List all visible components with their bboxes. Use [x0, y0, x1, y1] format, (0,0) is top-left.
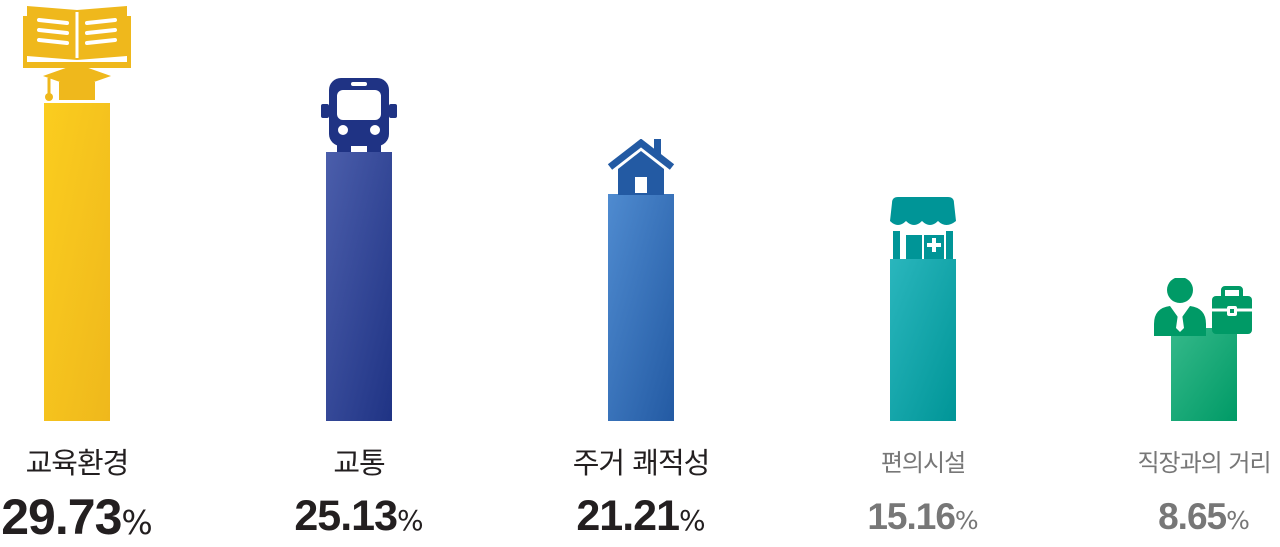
category-label-3: 주거 쾌적성 — [572, 446, 711, 480]
value-unit: % — [121, 503, 153, 542]
value-label-3: 21.21% — [531, 492, 751, 541]
value-unit: % — [397, 504, 424, 538]
bar-4 — [890, 259, 956, 421]
bus-icon — [321, 78, 397, 152]
businessman-briefcase-icon — [1154, 278, 1252, 336]
bar-3 — [608, 194, 674, 421]
category-label-2: 교통 — [333, 446, 385, 480]
value-unit: % — [1226, 505, 1250, 535]
value-label-5: 8.65% — [1094, 496, 1280, 538]
bar-5 — [1171, 328, 1237, 421]
value-number: 25.13 — [294, 492, 398, 541]
category-label-4: 편의시설 — [880, 448, 966, 477]
value-label-4: 15.16% — [813, 496, 1033, 538]
value-number: 21.21 — [576, 492, 680, 541]
category-label-5: 직장과의 거리 — [1137, 448, 1271, 477]
value-unit: % — [679, 504, 706, 538]
bar-2 — [326, 152, 392, 421]
value-label-1: 29.73% — [0, 488, 187, 546]
value-number: 29.73 — [1, 489, 122, 545]
category-label-1: 교육환경 — [25, 446, 130, 480]
value-unit: % — [954, 505, 979, 535]
open-book-graduation-cap-icon — [23, 6, 131, 101]
value-label-2: 25.13% — [249, 492, 469, 541]
house-icon — [607, 139, 675, 195]
bar-1 — [44, 103, 110, 421]
pharmacy-store-icon — [890, 197, 956, 259]
value-number: 15.16 — [867, 495, 956, 537]
value-number: 8.65 — [1158, 495, 1227, 537]
